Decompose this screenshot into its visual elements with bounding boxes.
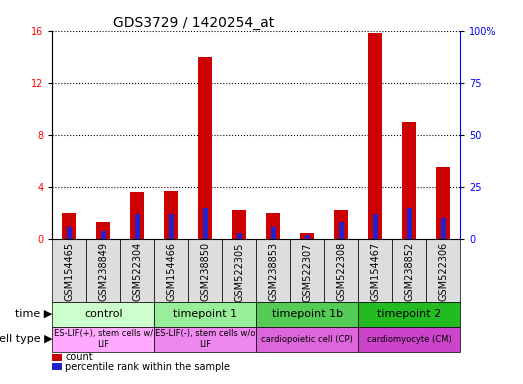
Text: count: count [65, 353, 93, 362]
Text: cell type ▶: cell type ▶ [0, 334, 52, 344]
Text: GSM522306: GSM522306 [438, 242, 448, 301]
FancyBboxPatch shape [154, 239, 188, 301]
Bar [339, 222, 344, 239]
Text: cardiopoietic cell (CP): cardiopoietic cell (CP) [262, 334, 353, 344]
Text: GSM238852: GSM238852 [404, 242, 414, 301]
FancyBboxPatch shape [358, 301, 460, 327]
Text: GSM238849: GSM238849 [98, 242, 108, 301]
Bar [436, 167, 450, 239]
Bar [237, 233, 242, 239]
Text: GSM522307: GSM522307 [302, 242, 312, 301]
Text: GSM522304: GSM522304 [132, 242, 142, 301]
Text: GSM522308: GSM522308 [336, 242, 346, 301]
Bar [407, 208, 412, 239]
FancyBboxPatch shape [392, 239, 426, 301]
Text: GSM154466: GSM154466 [166, 242, 176, 301]
FancyBboxPatch shape [426, 239, 460, 301]
FancyBboxPatch shape [290, 239, 324, 301]
Text: GSM522305: GSM522305 [234, 242, 244, 301]
Bar [101, 231, 106, 239]
Bar [305, 235, 310, 239]
FancyBboxPatch shape [154, 327, 256, 352]
Bar [203, 208, 208, 239]
Text: percentile rank within the sample: percentile rank within the sample [65, 362, 230, 372]
Bar [96, 222, 110, 239]
FancyBboxPatch shape [120, 239, 154, 301]
FancyBboxPatch shape [256, 301, 358, 327]
Text: control: control [84, 309, 122, 319]
FancyBboxPatch shape [52, 327, 154, 352]
Bar [63, 213, 76, 239]
FancyBboxPatch shape [358, 327, 460, 352]
FancyBboxPatch shape [188, 239, 222, 301]
Bar [199, 57, 212, 239]
Bar [169, 214, 174, 239]
Bar [67, 227, 72, 239]
Bar [130, 192, 144, 239]
Bar [135, 214, 140, 239]
Bar [300, 233, 314, 239]
Bar [441, 218, 446, 239]
Text: timepoint 2: timepoint 2 [377, 309, 441, 319]
FancyBboxPatch shape [86, 239, 120, 301]
Bar [271, 227, 276, 239]
Text: cardiomyocyte (CM): cardiomyocyte (CM) [367, 334, 451, 344]
FancyBboxPatch shape [222, 239, 256, 301]
Text: GSM238850: GSM238850 [200, 242, 210, 301]
FancyBboxPatch shape [358, 239, 392, 301]
Text: timepoint 1: timepoint 1 [173, 309, 237, 319]
FancyBboxPatch shape [324, 239, 358, 301]
Bar [266, 213, 280, 239]
Text: GDS3729 / 1420254_at: GDS3729 / 1420254_at [113, 16, 275, 30]
Bar [403, 122, 416, 239]
FancyBboxPatch shape [52, 301, 154, 327]
Bar [335, 210, 348, 239]
Bar [368, 33, 382, 239]
Bar [52, 363, 63, 371]
FancyBboxPatch shape [256, 327, 358, 352]
FancyBboxPatch shape [154, 301, 256, 327]
Text: ES-LIF(+), stem cells w/
LIF: ES-LIF(+), stem cells w/ LIF [54, 329, 153, 349]
Bar [232, 210, 246, 239]
Text: GSM154465: GSM154465 [64, 242, 74, 301]
Bar [164, 191, 178, 239]
Text: time ▶: time ▶ [15, 309, 52, 319]
Text: timepoint 1b: timepoint 1b [272, 309, 343, 319]
FancyBboxPatch shape [52, 239, 86, 301]
FancyBboxPatch shape [256, 239, 290, 301]
Text: GSM154467: GSM154467 [370, 242, 380, 301]
Text: GSM238853: GSM238853 [268, 242, 278, 301]
Text: ES-LIF(-), stem cells w/o
LIF: ES-LIF(-), stem cells w/o LIF [155, 329, 255, 349]
Bar [52, 354, 63, 361]
Bar [373, 214, 378, 239]
